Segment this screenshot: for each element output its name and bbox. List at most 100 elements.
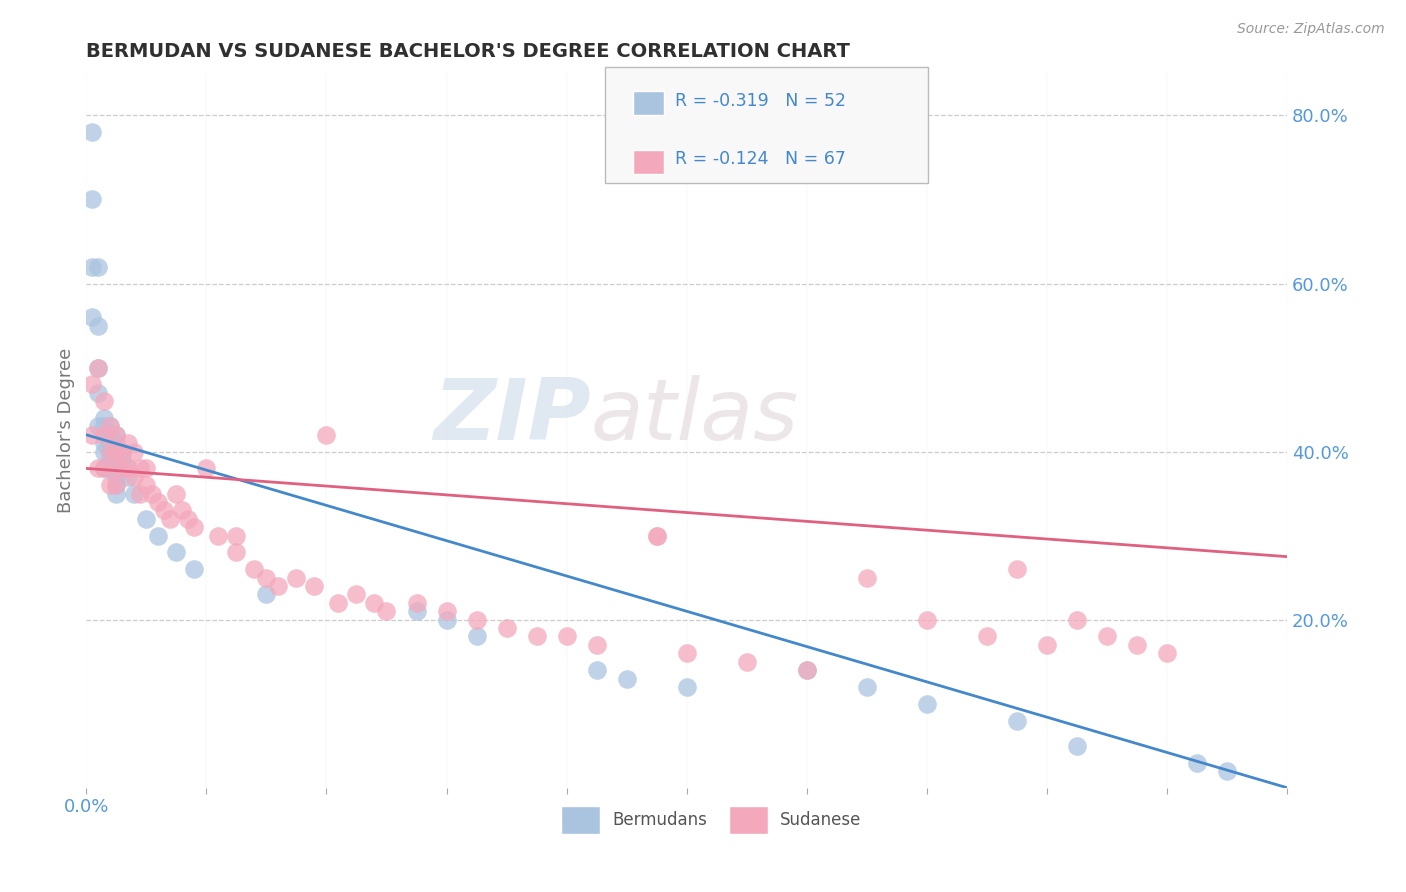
Point [436,604,458,618]
Point [153,503,176,517]
Point [117,436,139,450]
Point [254,587,277,601]
Point [346,587,368,601]
Point [111,461,134,475]
Point [111,444,134,458]
Point [225,545,247,559]
Point [675,680,697,694]
Point [1216,764,1239,778]
Point [87,461,110,475]
Point [93,427,115,442]
Point [93,436,115,450]
Text: R = -0.319   N = 52: R = -0.319 N = 52 [675,92,846,110]
Point [495,621,517,635]
Point [555,630,578,644]
Point [98,427,121,442]
Point [93,411,115,425]
Point [363,596,385,610]
Point [93,461,115,475]
Point [105,478,128,492]
Point [98,444,121,458]
Point [105,427,128,442]
Point [183,562,205,576]
Point [87,360,110,375]
Point [124,444,146,458]
Point [243,562,266,576]
Point [98,436,121,450]
Point [856,571,879,585]
Point [82,260,104,274]
Point [1036,638,1059,652]
Point [285,571,308,585]
Point [105,478,128,492]
Point [165,486,187,500]
Point [1066,739,1088,753]
Point [105,427,128,442]
Point [585,638,607,652]
Bar [561,805,600,834]
Point [856,680,879,694]
Text: Sudanese: Sudanese [780,811,862,829]
Bar [728,805,768,834]
Point [93,461,115,475]
Point [82,427,104,442]
Point [465,630,488,644]
Point [105,461,128,475]
Point [1066,613,1088,627]
Point [735,655,758,669]
Point [141,486,163,500]
Text: Bermudans: Bermudans [612,811,707,829]
Point [165,545,187,559]
Point [304,579,326,593]
Point [976,630,998,644]
Text: ZIP: ZIP [433,375,591,458]
Point [105,486,128,500]
Point [111,444,134,458]
Point [105,470,128,484]
Point [82,193,104,207]
Point [405,604,427,618]
Text: BERMUDAN VS SUDANESE BACHELOR'S DEGREE CORRELATION CHART: BERMUDAN VS SUDANESE BACHELOR'S DEGREE C… [86,42,851,61]
Point [111,453,134,467]
Point [207,528,229,542]
Point [98,461,121,475]
Point [105,461,128,475]
Point [1005,562,1028,576]
Point [98,453,121,467]
Point [87,260,110,274]
Point [82,377,104,392]
Point [117,461,139,475]
Point [796,663,818,677]
Point [98,419,121,434]
Point [93,419,115,434]
Point [645,528,668,542]
Point [616,672,638,686]
Point [148,495,170,509]
Point [124,486,146,500]
Point [177,512,200,526]
Point [1156,646,1178,660]
Point [87,419,110,434]
Point [87,385,110,400]
Point [172,503,194,517]
Point [915,697,938,711]
Text: R = -0.124   N = 67: R = -0.124 N = 67 [675,150,846,168]
Point [183,520,205,534]
Point [148,528,170,542]
Point [796,663,818,677]
Point [465,613,488,627]
Point [82,125,104,139]
Point [267,579,290,593]
Point [585,663,607,677]
Point [328,596,350,610]
Point [915,613,938,627]
Point [93,427,115,442]
Point [93,444,115,458]
Point [1185,756,1208,770]
Text: atlas: atlas [591,375,799,458]
Point [98,444,121,458]
Point [405,596,427,610]
Point [1095,630,1118,644]
Point [1126,638,1149,652]
Point [87,360,110,375]
